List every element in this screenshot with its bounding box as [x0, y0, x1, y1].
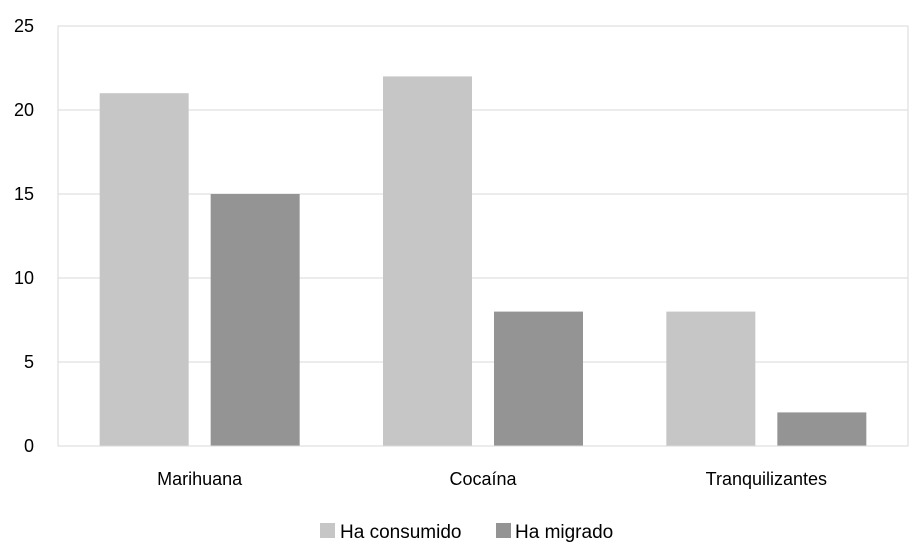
bar-ha-migrado-2 [777, 412, 867, 446]
x-category-label: Tranquilizantes [706, 469, 827, 489]
legend: Ha consumido Ha migrado [320, 522, 613, 543]
bar-ha-consumido-1 [383, 76, 472, 447]
legend-swatch-ha-consumido [320, 523, 335, 538]
y-tick-label: 20 [14, 100, 34, 120]
x-category-label: Marihuana [157, 469, 243, 489]
y-tick-label: 0 [24, 436, 34, 456]
y-tick-label: 15 [14, 184, 34, 204]
y-axis-ticks: 0 5 10 15 20 25 [14, 16, 34, 456]
bar-ha-consumido-2 [666, 311, 756, 446]
bars [99, 76, 867, 447]
legend-swatch-ha-migrado [496, 523, 511, 538]
y-tick-label: 5 [24, 352, 34, 372]
x-category-label: Cocaína [449, 469, 517, 489]
x-axis-labels: Marihuana Cocaína Tranquilizantes [58, 445, 908, 489]
legend-label-ha-migrado: Ha migrado [515, 522, 613, 543]
bar-ha-migrado-0 [210, 194, 300, 446]
y-tick-label: 25 [14, 16, 34, 36]
bar-ha-consumido-0 [99, 93, 189, 446]
y-tick-label: 10 [14, 268, 34, 288]
legend-label-ha-consumido: Ha consumido [340, 522, 461, 543]
bar-ha-migrado-1 [494, 311, 583, 446]
